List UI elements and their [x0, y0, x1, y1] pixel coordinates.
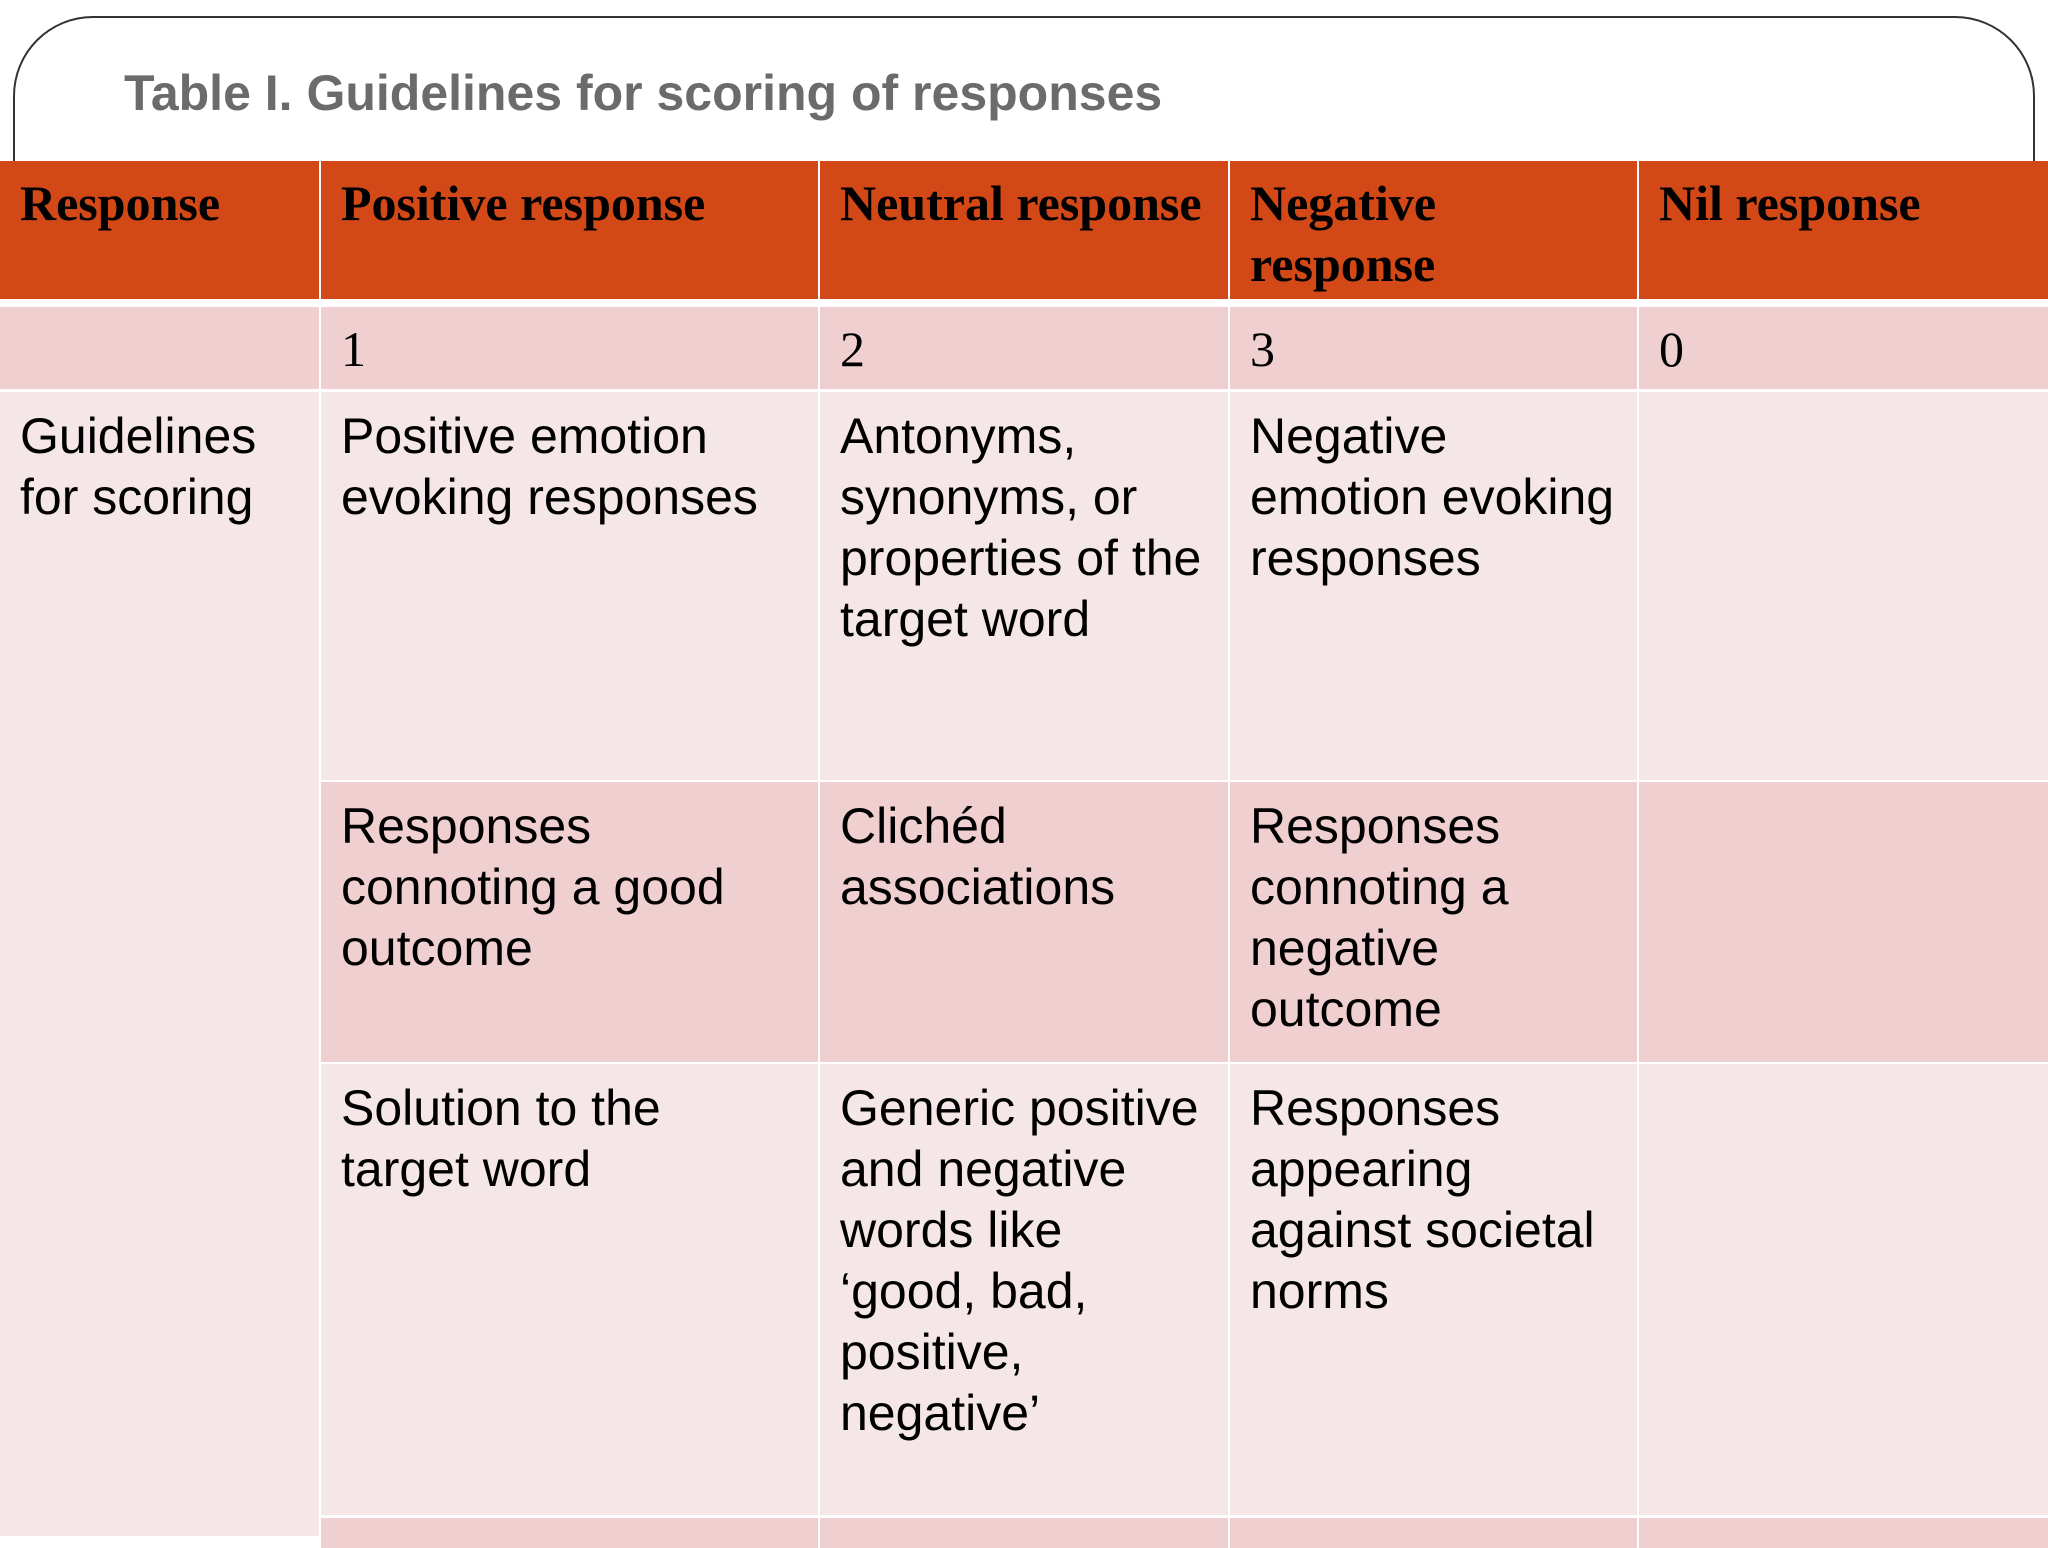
table-cell: Antonyms, synonyms, or properties of the… [820, 392, 1228, 780]
score-cell: 1 [321, 307, 818, 389]
header-negative: Negative response [1230, 161, 1637, 299]
table-cell [1639, 1064, 2048, 1515]
table-cell [820, 1518, 1228, 1548]
header-positive: Positive response [321, 161, 818, 299]
score-cell: 0 [1639, 307, 2048, 389]
header-neutral: Neutral response [820, 161, 1228, 299]
table-cell: Generic positive and negative words like… [820, 1064, 1228, 1515]
table-cell: Responses connoting a negative outcome [1230, 782, 1637, 1062]
table-cell [1639, 782, 2048, 1062]
table-cell: Responses appearing against societal nor… [1230, 1064, 1637, 1515]
table-cell [1230, 1518, 1637, 1548]
table-cell: Solution to the target word [321, 1064, 818, 1515]
score-cell: 2 [820, 307, 1228, 389]
table-title: Table I. Guidelines for scoring of respo… [124, 65, 1163, 121]
score-cell [0, 307, 319, 389]
table-cell [1639, 1518, 2048, 1548]
table-cell: Clichéd associations [820, 782, 1228, 1062]
row-label: Guidelines for scoring [0, 392, 319, 1536]
slide-frame [13, 16, 2035, 238]
table-cell [1639, 392, 2048, 780]
header-response: Response [0, 161, 319, 299]
table-cell: Positive emotion evoking responses [321, 392, 818, 780]
table-cell: Responses connoting a good outcome [321, 782, 818, 1062]
table-cell [321, 1518, 818, 1548]
score-cell: 3 [1230, 307, 1637, 389]
table-cell: Negative emotion evoking responses [1230, 392, 1637, 780]
header-nil: Nil response [1639, 161, 2048, 299]
